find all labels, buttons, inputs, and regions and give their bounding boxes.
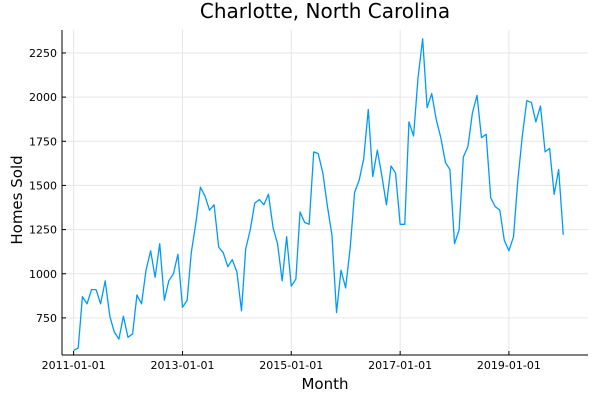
y-tick-label: 1000 bbox=[29, 268, 57, 281]
series-line bbox=[73, 38, 564, 352]
y-tick-label: 2250 bbox=[29, 47, 57, 60]
x-tick-label: 2017-01-01 bbox=[368, 359, 432, 372]
chart-title: Charlotte, North Carolina bbox=[200, 0, 450, 23]
x-tick-label: 2013-01-01 bbox=[151, 359, 215, 372]
axes bbox=[61, 30, 588, 356]
x-tick-label: 2011-01-01 bbox=[42, 359, 106, 372]
x-axis-label: Month bbox=[301, 375, 348, 393]
x-tick-label: 2015-01-01 bbox=[259, 359, 323, 372]
y-tick-label: 1750 bbox=[29, 135, 57, 148]
y-tick-labels: 750 1000 1250 1500 1750 2000 2250 bbox=[29, 47, 57, 325]
x-tick-labels: 2011-01-01 2013-01-01 2015-01-01 2017-01-01… bbox=[42, 359, 541, 372]
y-tick-label: 1500 bbox=[29, 179, 57, 192]
y-tick-label: 1250 bbox=[29, 224, 57, 237]
grid-lines bbox=[62, 30, 588, 355]
y-tick-label: 750 bbox=[36, 312, 57, 325]
series-layer bbox=[73, 38, 564, 352]
y-axis-label: Homes Sold bbox=[8, 155, 26, 244]
y-tick-label: 2000 bbox=[29, 91, 57, 104]
x-tick-label: 2019-01-01 bbox=[477, 359, 541, 372]
